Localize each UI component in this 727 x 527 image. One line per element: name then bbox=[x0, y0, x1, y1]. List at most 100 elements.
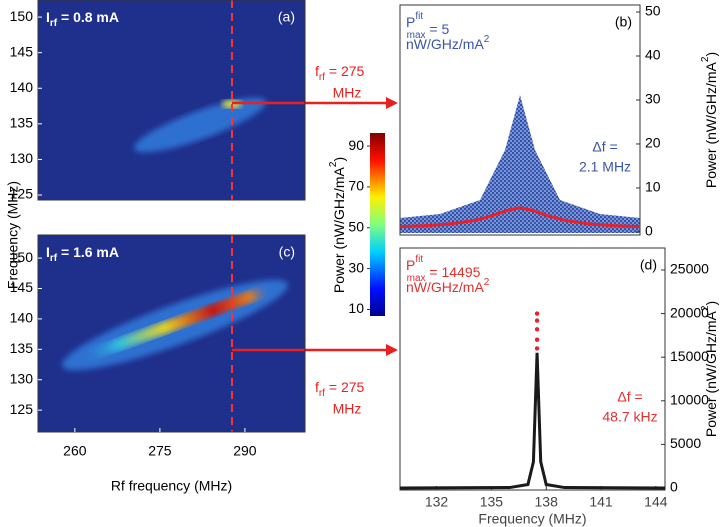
pmax-unit: nW/GHz/mA2 bbox=[406, 277, 490, 295]
frf-label: frf = 275 bbox=[315, 63, 365, 83]
current-label: Irf = 1.6 mA bbox=[46, 244, 119, 264]
y2-axis-label: Power (nW/GHz/mA2) bbox=[700, 301, 719, 437]
colorbar-label-base: Power (nW/GHz/mA bbox=[331, 166, 347, 293]
frf-label-base: f bbox=[315, 379, 319, 395]
x-axis-label: Frequency (MHz) bbox=[478, 511, 586, 527]
y-tick-label: 90 bbox=[348, 137, 364, 153]
y-tick-label: 150 bbox=[10, 8, 34, 24]
y-tick-label: 25000 bbox=[670, 261, 709, 277]
y-tick-label: 140 bbox=[10, 79, 34, 95]
pmax-label-rest: = 5 bbox=[426, 21, 450, 37]
y-tick-label: 130 bbox=[10, 150, 34, 166]
pmax-label-base: P bbox=[406, 257, 415, 273]
plot-frame bbox=[37, 234, 306, 433]
y-tick-label: 135 bbox=[10, 115, 34, 131]
pmax-unit: nW/GHz/mA2 bbox=[406, 34, 490, 52]
y-tick-label: 0 bbox=[670, 479, 678, 495]
pmax-unit-text: nW/GHz/mA bbox=[406, 279, 484, 295]
panel-label: (b) bbox=[615, 14, 632, 30]
y-tick-label: 150 bbox=[10, 249, 34, 265]
y-tick-label: 50 bbox=[645, 3, 661, 19]
plot-frame bbox=[37, 0, 306, 201]
pmax-label-sup: fit bbox=[415, 11, 423, 22]
current-label: Irf = 0.8 mA bbox=[46, 9, 119, 29]
frf-unit: MHz bbox=[333, 85, 362, 101]
y-tick-label: 10000 bbox=[670, 391, 709, 407]
x-axis-label: Rf frequency (MHz) bbox=[111, 478, 232, 494]
frf-label-sub: rf bbox=[319, 72, 325, 83]
current-label-rest: = 0.8 mA bbox=[57, 9, 119, 25]
scatter-cloud bbox=[400, 95, 640, 233]
point bbox=[534, 337, 540, 342]
y2-axis-label-rest: ) bbox=[703, 52, 719, 57]
y-tick-label: 20000 bbox=[670, 304, 709, 320]
frf-label-sub: rf bbox=[319, 388, 325, 399]
point bbox=[534, 318, 540, 323]
arrow-head bbox=[386, 97, 398, 109]
y-tick-label: 135 bbox=[10, 340, 34, 356]
frf-unit: MHz bbox=[333, 401, 362, 417]
frf-label: frf = 275 bbox=[315, 379, 365, 399]
heatmap-c-image bbox=[38, 235, 305, 432]
y-tick-label: 140 bbox=[10, 310, 34, 326]
x-tick-label: 132 bbox=[425, 494, 449, 510]
width-label: Δf = bbox=[617, 389, 642, 405]
y-tick-label: 50 bbox=[348, 218, 364, 234]
pmax-unit-sup: 2 bbox=[484, 34, 490, 45]
current-label-base: I bbox=[46, 9, 50, 25]
colorbar-label: Power (nW/GHz/mA2) bbox=[328, 157, 347, 293]
plot-frame bbox=[399, 4, 641, 236]
fit-line bbox=[399, 352, 666, 490]
x-tick-label: 275 bbox=[148, 443, 172, 459]
panel-label: (c) bbox=[279, 244, 295, 260]
pmax-label: Pfit max = 14495 bbox=[406, 254, 481, 284]
fit-line bbox=[399, 206, 641, 229]
current-label-sub: rf bbox=[50, 253, 58, 264]
pmax-label-sub: max bbox=[407, 30, 426, 41]
width-value: 2.1 MHz bbox=[579, 158, 631, 174]
y-tick-label: 0 bbox=[645, 223, 653, 239]
current-label-base: I bbox=[46, 244, 50, 260]
y-tick-label: 40 bbox=[645, 47, 661, 63]
y2-axis-label-base: Power (nW/GHz/mA bbox=[703, 310, 719, 437]
pmax-label-rest: = 14495 bbox=[426, 264, 481, 280]
y-tick-label: 15000 bbox=[670, 348, 709, 364]
pmax-label: Pfit max = 5 bbox=[406, 11, 449, 41]
y-tick-label: 145 bbox=[10, 43, 34, 59]
width-label: Δf = bbox=[592, 138, 617, 154]
y-tick-label: 5000 bbox=[670, 435, 701, 451]
y-tick-label: 70 bbox=[348, 178, 364, 194]
x-tick-label: 260 bbox=[63, 443, 87, 459]
y2-axis-label-sup: 2 bbox=[700, 305, 711, 311]
y2-axis-label: Power (nW/GHz/mA2) bbox=[700, 52, 719, 188]
panel-label: (d) bbox=[640, 257, 657, 273]
y-tick-label: 125 bbox=[10, 186, 34, 202]
pmax-label-sub: max bbox=[407, 273, 426, 284]
y-tick-label: 125 bbox=[10, 401, 34, 417]
colorbar bbox=[370, 133, 385, 316]
current-label-sub: rf bbox=[50, 18, 58, 29]
frf-label-rest: = 275 bbox=[325, 63, 365, 79]
frf-label-rest: = 275 bbox=[325, 379, 365, 395]
width-value: 48.7 kHz bbox=[602, 409, 657, 425]
heatmap-a-image bbox=[38, 0, 305, 200]
x-tick-label: 138 bbox=[535, 494, 559, 510]
y-tick-label: 10 bbox=[645, 179, 661, 195]
point bbox=[534, 346, 540, 351]
pmax-unit-text: nW/GHz/mA bbox=[406, 36, 484, 52]
x-tick-label: 144 bbox=[644, 494, 668, 510]
y-tick-label: 30 bbox=[645, 91, 661, 107]
y-axis-label: Frequency (MHz) bbox=[5, 181, 21, 289]
pmax-label-sup: fit bbox=[415, 254, 423, 265]
plot-frame bbox=[399, 247, 666, 491]
y-tick-label: 20 bbox=[645, 135, 661, 151]
y2-axis-label-sup: 2 bbox=[700, 56, 711, 62]
point bbox=[534, 311, 540, 316]
y-tick-label: 130 bbox=[10, 370, 34, 386]
pmax-unit-sup: 2 bbox=[484, 277, 490, 288]
colorbar-label-sup: 2 bbox=[328, 161, 339, 167]
y2-axis-label-rest: ) bbox=[703, 301, 719, 306]
frf-label-base: f bbox=[315, 63, 319, 79]
colorbar-label-rest: ) bbox=[331, 157, 347, 162]
y-tick-label: 10 bbox=[348, 300, 364, 316]
